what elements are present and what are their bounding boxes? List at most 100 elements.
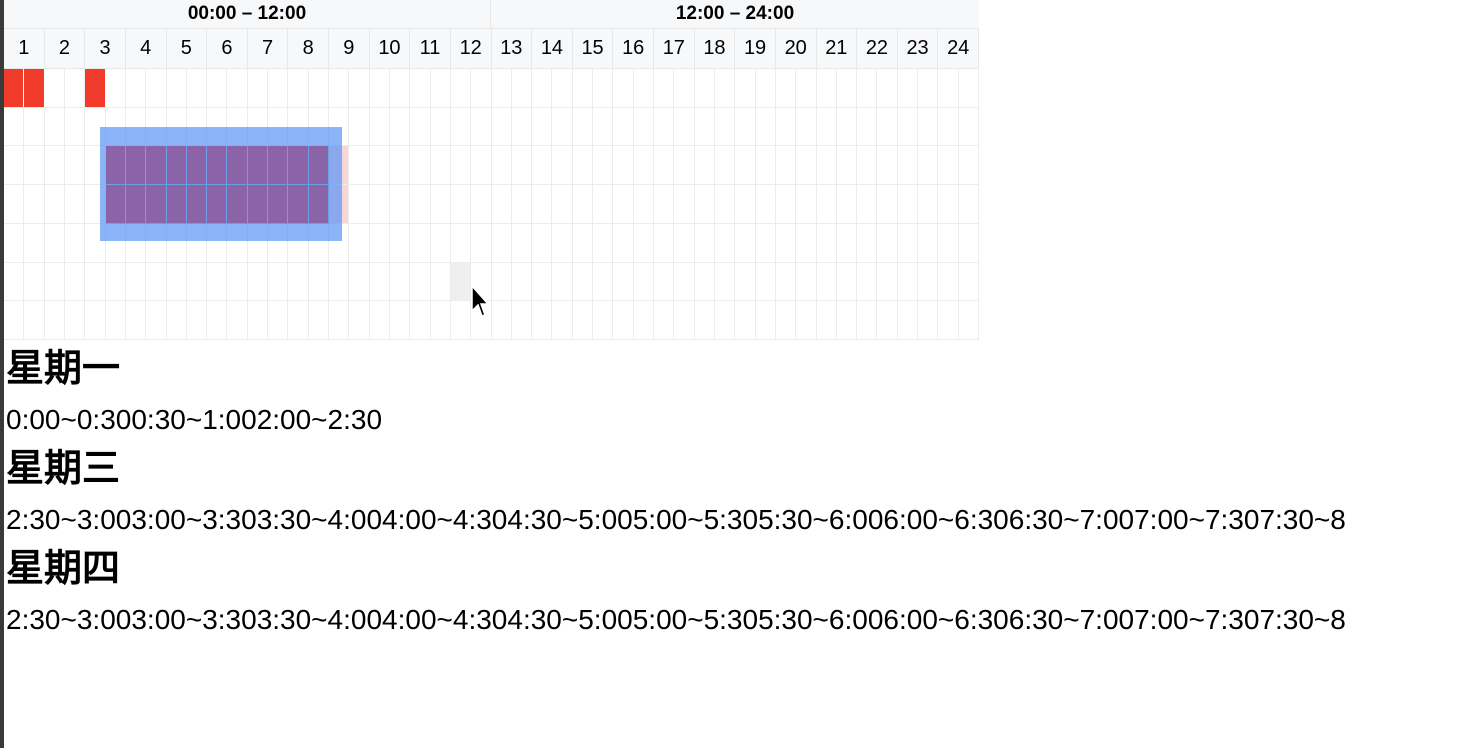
time-slot-cell[interactable]	[410, 223, 431, 263]
time-slot-cell[interactable]	[593, 301, 614, 340]
time-slot-cell[interactable]	[552, 301, 573, 340]
time-slot-cell[interactable]	[857, 262, 878, 302]
time-slot-cell[interactable]	[511, 107, 533, 147]
time-slot-cell[interactable]	[816, 107, 837, 147]
time-slot-cell[interactable]	[125, 69, 147, 108]
time-slot-cell[interactable]	[329, 69, 350, 108]
time-slot-cell[interactable]	[511, 146, 533, 186]
time-slot-cell[interactable]	[654, 223, 675, 263]
time-slot-cell[interactable]	[186, 223, 208, 263]
time-slot-cell[interactable]	[471, 223, 492, 263]
time-slot-cell[interactable]	[674, 223, 695, 263]
time-slot-cell[interactable]	[24, 69, 45, 108]
time-slot-cell[interactable]	[958, 107, 979, 147]
time-slot-cell[interactable]	[552, 69, 573, 108]
time-slot-cell[interactable]	[593, 146, 614, 186]
time-slot-cell[interactable]	[938, 223, 959, 263]
time-slot-cell[interactable]	[227, 223, 248, 263]
time-slot-cell[interactable]	[633, 262, 654, 302]
time-slot-cell[interactable]	[4, 146, 25, 186]
time-slot-cell[interactable]	[410, 262, 431, 302]
time-slot-cell[interactable]	[268, 301, 289, 340]
time-slot-cell[interactable]	[775, 107, 797, 147]
time-slot-cell[interactable]	[85, 223, 106, 263]
time-slot-cell[interactable]	[471, 69, 492, 108]
time-slot-cell[interactable]	[24, 146, 45, 186]
time-slot-cell[interactable]	[64, 262, 86, 302]
time-slot-cell[interactable]	[227, 301, 248, 340]
time-slot-cell[interactable]	[572, 223, 594, 263]
time-slot-cell[interactable]	[857, 185, 878, 224]
time-slot-cell[interactable]	[775, 185, 797, 224]
time-slot-cell[interactable]	[796, 185, 817, 224]
time-slot-cell[interactable]	[186, 262, 208, 302]
time-slot-cell[interactable]	[44, 262, 65, 302]
time-slot-cell[interactable]	[918, 107, 939, 147]
time-slot-cell[interactable]	[4, 301, 25, 340]
time-slot-cell[interactable]	[877, 301, 898, 340]
time-slot-cell[interactable]	[796, 223, 817, 263]
time-slot-cell[interactable]	[816, 262, 837, 302]
time-slot-cell[interactable]	[694, 107, 715, 147]
time-slot-cell[interactable]	[430, 185, 451, 224]
time-slot-cell[interactable]	[207, 262, 228, 302]
time-slot-cell[interactable]	[64, 185, 86, 224]
time-slot-cell[interactable]	[410, 185, 431, 224]
time-slot-cell[interactable]	[755, 146, 776, 186]
time-slot-cell[interactable]	[593, 107, 614, 147]
time-slot-cell[interactable]	[532, 301, 553, 340]
time-slot-cell[interactable]	[714, 262, 736, 302]
time-slot-cell[interactable]	[532, 107, 553, 147]
time-slot-cell[interactable]	[105, 146, 126, 186]
time-slot-cell[interactable]	[633, 301, 654, 340]
time-slot-cell[interactable]	[186, 69, 208, 108]
time-slot-cell[interactable]	[389, 262, 411, 302]
time-slot-cell[interactable]	[389, 301, 411, 340]
time-slot-cell[interactable]	[166, 185, 187, 224]
time-slot-cell[interactable]	[64, 301, 86, 340]
time-slot-cell[interactable]	[572, 69, 594, 108]
time-slot-cell[interactable]	[166, 69, 187, 108]
time-slot-cell[interactable]	[125, 223, 147, 263]
time-slot-cell[interactable]	[714, 69, 736, 108]
time-slot-cell[interactable]	[450, 262, 472, 302]
time-slot-cell[interactable]	[552, 262, 573, 302]
time-slot-cell[interactable]	[207, 223, 228, 263]
time-slot-cell[interactable]	[918, 262, 939, 302]
time-slot-cell[interactable]	[755, 223, 776, 263]
time-slot-cell[interactable]	[349, 107, 370, 147]
time-slot-cell[interactable]	[369, 223, 390, 263]
time-slot-cell[interactable]	[491, 107, 512, 147]
time-slot-cell[interactable]	[349, 69, 370, 108]
time-slot-cell[interactable]	[146, 301, 167, 340]
time-slot-cell[interactable]	[308, 262, 329, 302]
time-slot-cell[interactable]	[938, 185, 959, 224]
time-slot-cell[interactable]	[816, 301, 837, 340]
time-slot-cell[interactable]	[450, 107, 472, 147]
time-slot-cell[interactable]	[308, 223, 329, 263]
time-slot-cell[interactable]	[877, 185, 898, 224]
time-slot-cell[interactable]	[450, 223, 472, 263]
time-slot-cell[interactable]	[349, 301, 370, 340]
time-slot-cell[interactable]	[85, 69, 106, 108]
time-slot-cell[interactable]	[755, 107, 776, 147]
time-slot-cell[interactable]	[430, 146, 451, 186]
time-slot-cell[interactable]	[268, 185, 289, 224]
time-slot-cell[interactable]	[755, 262, 776, 302]
time-slot-cell[interactable]	[389, 223, 411, 263]
time-slot-cell[interactable]	[674, 146, 695, 186]
time-slot-cell[interactable]	[633, 69, 654, 108]
time-slot-cell[interactable]	[166, 262, 187, 302]
time-slot-cell[interactable]	[288, 146, 309, 186]
time-slot-cell[interactable]	[857, 146, 878, 186]
time-slot-cell[interactable]	[4, 185, 25, 224]
time-slot-cell[interactable]	[349, 262, 370, 302]
time-slot-cell[interactable]	[593, 185, 614, 224]
time-slot-cell[interactable]	[593, 262, 614, 302]
time-slot-cell[interactable]	[613, 69, 634, 108]
time-slot-cell[interactable]	[755, 185, 776, 224]
time-slot-cell[interactable]	[735, 146, 756, 186]
time-slot-cell[interactable]	[735, 69, 756, 108]
time-slot-cell[interactable]	[268, 262, 289, 302]
time-slot-cell[interactable]	[369, 301, 390, 340]
